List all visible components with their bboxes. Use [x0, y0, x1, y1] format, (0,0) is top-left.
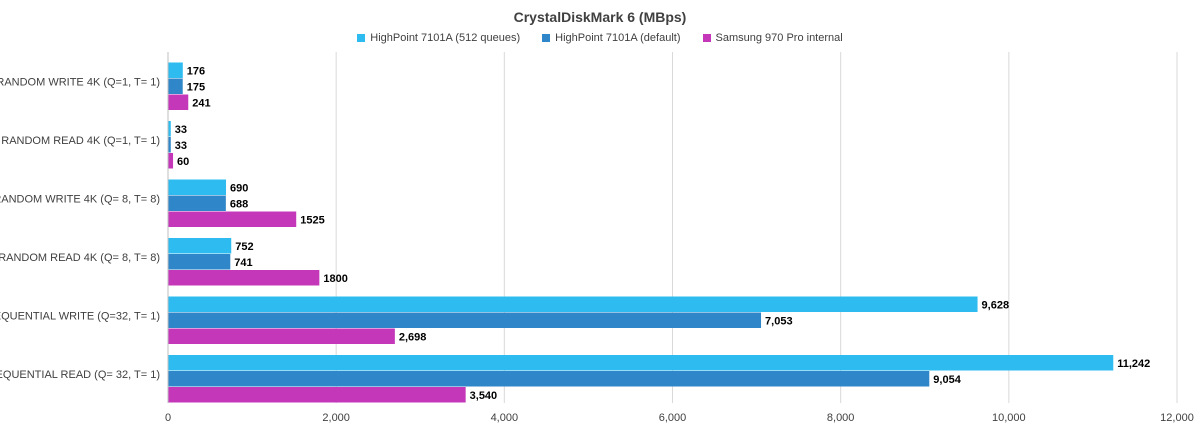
bar	[168, 195, 226, 211]
bar	[168, 312, 762, 328]
bar-data-label: 176	[187, 65, 205, 77]
bar-data-label: 752	[235, 241, 253, 253]
legend-swatch	[702, 34, 711, 42]
bar-data-label: 2,698	[399, 331, 427, 343]
bar	[168, 238, 232, 254]
legend-item: Samsung 970 Pro internal	[702, 32, 843, 44]
bar	[168, 328, 395, 344]
x-tick-label: 12,000	[1160, 412, 1194, 424]
bar	[168, 153, 174, 169]
bars: 176 175 241 33 33 60 690 688 1525 752 741 1800 9,628…	[168, 62, 1150, 403]
bar	[168, 355, 1114, 371]
bar	[168, 121, 171, 137]
bar-data-label: 3,540	[470, 390, 498, 402]
x-tick-label: 4,000	[491, 412, 519, 424]
legend-item: HighPoint 7101A (512 queues)	[357, 32, 520, 44]
bar	[168, 78, 183, 94]
bar	[168, 137, 171, 153]
bar-data-label: 9,628	[982, 299, 1010, 311]
bar-data-label: 33	[175, 140, 187, 152]
bar	[168, 94, 189, 110]
x-tick-label: 10,000	[992, 412, 1026, 424]
bar-data-label: 690	[230, 182, 248, 194]
bar	[168, 270, 320, 286]
bar-data-label: 241	[192, 97, 210, 109]
category-label: SEQUENTIAL READ (Q= 32, T= 1)	[0, 369, 160, 381]
legend-item: HighPoint 7101A (default)	[542, 32, 681, 44]
bar	[168, 211, 297, 227]
bar	[168, 62, 183, 78]
bar-data-label: 741	[234, 257, 252, 269]
legend-swatch	[357, 34, 366, 42]
legend-label: HighPoint 7101A (512 queues)	[370, 32, 521, 44]
x-tick-label: 8,000	[827, 412, 855, 424]
category-label: SEQUENTIAL WRITE (Q=32, T= 1)	[0, 310, 160, 322]
bar-data-label: 688	[230, 198, 248, 210]
bar	[168, 296, 978, 312]
gridlines	[335, 52, 1178, 403]
bar-data-label: 11,242	[1117, 358, 1150, 370]
bar-data-label: 9,054	[933, 374, 961, 386]
x-tick-label: 6,000	[659, 412, 687, 424]
bar-data-label: 1800	[323, 273, 347, 285]
bar-data-label: 60	[177, 156, 189, 168]
bar	[168, 179, 227, 195]
legend-label: HighPoint 7101A (default)	[555, 32, 681, 44]
chart-title: CrystalDiskMark 6 (MBps)	[513, 9, 687, 25]
category-label: RANDOM WRITE 4K (Q=1, T= 1)	[0, 76, 160, 88]
bar	[168, 371, 930, 387]
bar	[168, 254, 231, 270]
bar-data-label: 7,053	[765, 315, 793, 327]
bar	[168, 387, 466, 403]
bar-data-label: 175	[187, 81, 205, 93]
category-label: RANDOM READ 4K (Q=1, T= 1)	[1, 135, 160, 147]
legend: HighPoint 7101A (512 queues) HighPoint 71…	[0, 32, 1200, 44]
bar-data-label: 1525	[300, 214, 324, 226]
category-label: RANDOM READ 4K (Q= 8, T= 8)	[0, 252, 160, 264]
x-tick-label: 2,000	[322, 412, 350, 424]
legend-swatch	[542, 34, 551, 42]
axes: 0 2,000 4,000 6,000 8,000 10,000 12,000 RANDOM …	[0, 52, 1194, 424]
bar-data-label: 33	[175, 124, 187, 136]
legend-label: Samsung 970 Pro internal	[715, 32, 843, 44]
category-label: RANDOM WRITE 4K (Q= 8, T= 8)	[0, 193, 160, 205]
x-tick-label: 0	[165, 412, 171, 424]
